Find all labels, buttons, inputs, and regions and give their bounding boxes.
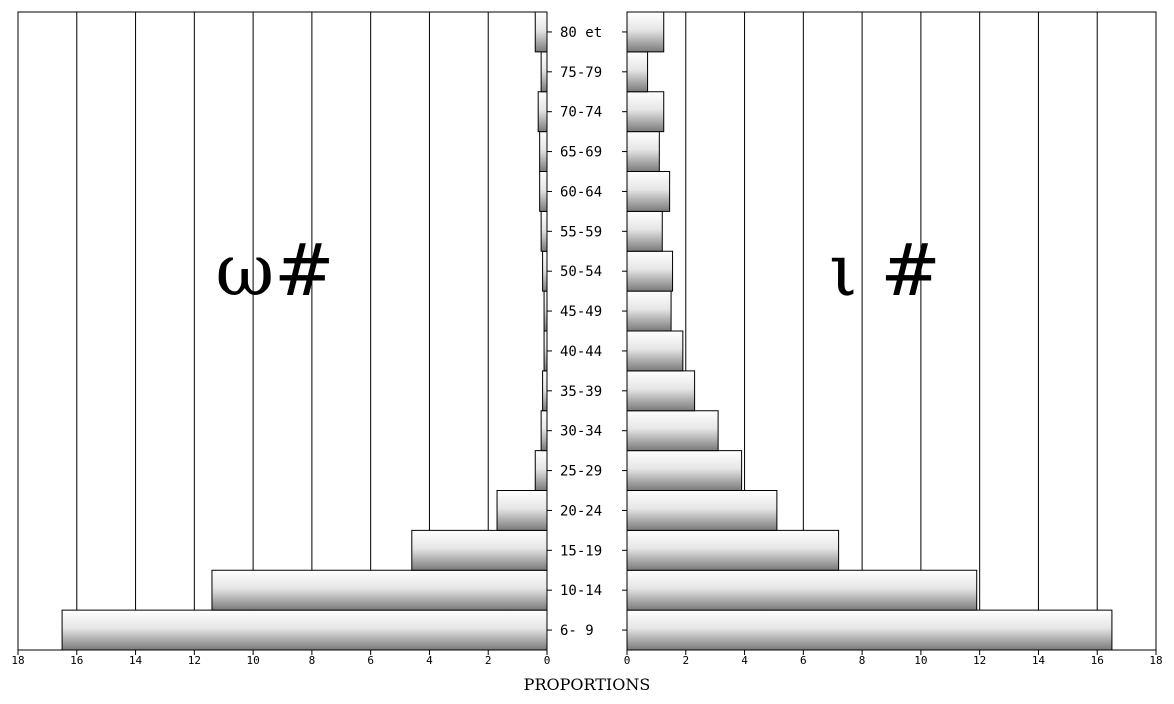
bar-left-55-59 (540, 210, 548, 252)
category-label: 25-29 (560, 464, 602, 480)
x-tick-label: 16 (1091, 654, 1104, 667)
x-axis-title: PROPORTIONS (524, 675, 651, 694)
category-label: 30-34 (560, 424, 602, 440)
bar-right-60-64 (626, 171, 671, 212)
bar-left-75-79 (540, 51, 548, 93)
bar-left-25-29 (534, 450, 548, 491)
age-category-labels: 6- 9 10-14 15-19 20-24 25-29 30-34 35-39 40-44 4… (547, 25, 627, 639)
bar-right-15-19 (626, 529, 840, 571)
bar-left-45-49 (543, 290, 548, 332)
bar-left-20-24 (496, 490, 548, 531)
bar-right-30-34 (626, 410, 719, 452)
category-label: 65-69 (560, 145, 602, 161)
bar-left-35-39 (542, 370, 548, 412)
category-label: 70-74 (560, 105, 602, 121)
category-label: 50-54 (560, 264, 602, 280)
left-bars (61, 11, 548, 651)
bar-left-10-14 (211, 569, 548, 611)
bar-right-40-44 (626, 330, 684, 372)
bar-left-30-34 (540, 410, 548, 452)
x-tick-label: 16 (70, 654, 83, 667)
right-series-label: ι # (829, 228, 940, 312)
category-label: 80 et (560, 25, 602, 41)
left-panel: 0 2 4 6 8 10 12 14 16 18 ω# (11, 11, 550, 667)
category-label: 10-14 (560, 583, 602, 599)
x-tick-label: 8 (309, 654, 316, 667)
category-label: 35-39 (560, 384, 602, 400)
x-tick-label: 8 (859, 654, 866, 667)
x-tick-label: 14 (129, 654, 143, 667)
category-label: 6- 9 (560, 623, 594, 639)
x-tick-label: 2 (485, 654, 492, 667)
x-tick-label: 10 (914, 654, 927, 667)
bar-right-80et (626, 11, 665, 53)
right-x-axis: 0 2 4 6 8 10 12 14 16 18 (624, 650, 1163, 667)
x-tick-label: 14 (1032, 654, 1046, 667)
bar-right-50-54 (626, 250, 674, 292)
bar-right-10-14 (626, 569, 978, 611)
category-label: 15-19 (560, 543, 602, 559)
bar-right-55-59 (626, 210, 663, 252)
bar-left-65-69 (539, 131, 548, 172)
category-label: 60-64 (560, 184, 602, 200)
bar-left-15-19 (411, 529, 548, 571)
category-label: 20-24 (560, 503, 602, 519)
bar-right-45-49 (626, 290, 672, 332)
x-tick-label: 2 (682, 654, 689, 667)
bar-right-25-29 (626, 450, 743, 491)
x-tick-label: 6 (367, 654, 374, 667)
category-label: 40-44 (560, 344, 602, 360)
bar-left-60-64 (539, 171, 548, 212)
x-tick-label: 12 (973, 654, 986, 667)
x-tick-label: 18 (11, 654, 24, 667)
bar-right-35-39 (626, 370, 696, 412)
right-panel: 0 2 4 6 8 10 12 14 16 18 ι # (624, 11, 1163, 667)
right-bars (626, 11, 1113, 651)
bar-right-75-79 (626, 51, 649, 93)
category-label: 55-59 (560, 224, 602, 240)
left-series-label: ω# (215, 228, 334, 312)
bar-left-6-9 (61, 609, 548, 651)
x-tick-label: 10 (246, 654, 259, 667)
x-tick-label: 18 (1149, 654, 1162, 667)
bar-right-65-69 (626, 131, 660, 172)
x-tick-label: 0 (544, 654, 551, 667)
x-tick-label: 6 (800, 654, 807, 667)
x-tick-label: 12 (188, 654, 201, 667)
bar-left-50-54 (542, 250, 548, 292)
bar-right-70-74 (626, 91, 665, 133)
bar-left-80et (534, 11, 548, 53)
x-tick-label: 0 (624, 654, 631, 667)
x-tick-label: 4 (426, 654, 433, 667)
category-label: 75-79 (560, 65, 602, 81)
left-x-axis: 0 2 4 6 8 10 12 14 16 18 (11, 650, 550, 667)
bar-right-20-24 (626, 490, 778, 531)
bar-left-40-44 (543, 330, 548, 372)
bar-left-70-74 (537, 91, 548, 133)
category-label: 45-49 (560, 304, 602, 320)
x-tick-label: 4 (741, 654, 748, 667)
bar-right-6-9 (626, 609, 1113, 651)
